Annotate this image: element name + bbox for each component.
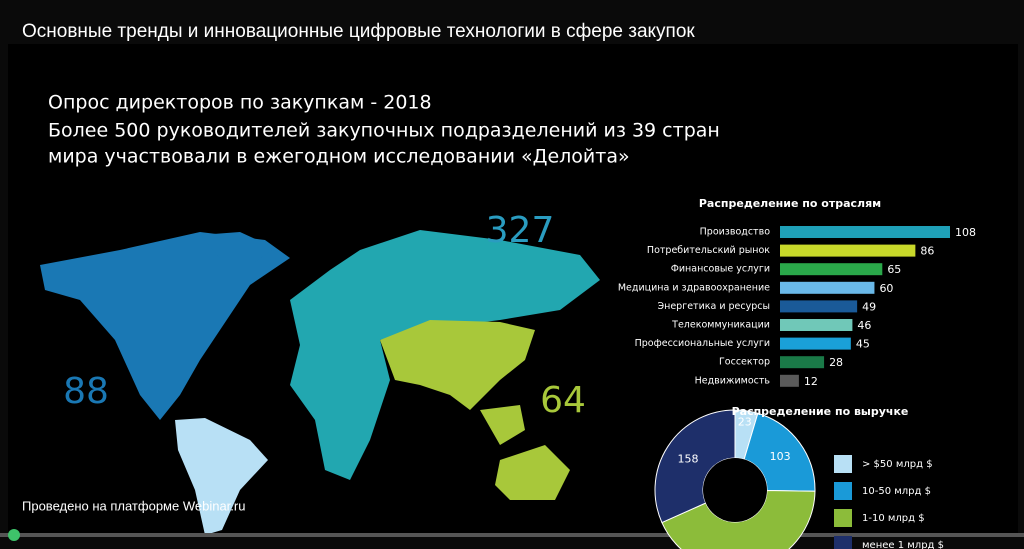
legend-swatch [834,482,852,500]
north-america [40,232,290,420]
bar-value: 60 [879,282,893,295]
south-america [175,418,268,535]
donut-value: 103 [770,450,791,463]
map-label: 64 [540,380,586,421]
progress-knob[interactable] [8,529,20,541]
legend-label: 1-10 млрд $ [862,513,925,524]
legend-label: > $50 млрд $ [862,459,933,470]
chart-title: Распределение по отраслям [699,197,881,210]
map-label: 327 [486,210,555,251]
slide-subtitle: Более 500 руководителей закупочных подра… [48,120,720,142]
legend-label: менее 1 млрд $ [862,540,944,549]
bar-value: 45 [856,338,870,351]
bar-label: Недвижимость [695,375,771,386]
bar [780,356,825,369]
progress-track[interactable] [0,533,1024,537]
oceania [480,405,570,500]
bar-label: Потребительский рынок [647,245,770,256]
slide-title: Опрос директоров по закупкам - 2018 [48,92,432,114]
bar [780,226,950,238]
legend-swatch [834,455,852,473]
donut-value: 158 [678,452,699,465]
chart-title: Распределение по выручке [732,405,909,418]
europe-africa [290,230,600,480]
bar-value: 108 [955,226,976,239]
legend-swatch [834,536,852,549]
map-label: 88 [63,371,109,412]
bar [780,263,883,276]
world-map [40,230,600,535]
bar [780,337,851,350]
bar-value: 12 [804,375,818,388]
bar [780,319,853,331]
bar [780,300,858,313]
bar [780,281,875,294]
bar-label: Госсектор [719,357,770,368]
greenland [200,232,275,262]
legend-label: 10-50 млрд $ [862,486,931,497]
donut-hole [703,458,767,522]
legend-swatch [834,509,852,527]
bar-value: 65 [887,263,901,276]
bar-label: Медицина и здравоохранение [618,282,770,293]
bar-label: Профессиональные услуги [635,338,770,349]
bar-label: Энергетика и ресурсы [657,301,770,312]
bar-value: 28 [829,356,843,369]
bar-label: Производство [700,227,771,238]
progress-bar[interactable] [0,529,1024,541]
bar-value: 86 [920,245,934,258]
asia [380,320,535,410]
slide-subtitle: мира участвовали в ежегодном исследовани… [48,146,630,168]
bar-value: 49 [862,300,876,313]
footer-text: Проведено на платформе Webinar.ru [22,498,245,513]
header-title: Основные тренды и инновационные цифровые… [22,21,695,42]
bar-label: Финансовые услуги [671,264,770,275]
bar-value: 46 [857,319,871,332]
donut-value: 23 [738,416,752,429]
bar [780,244,916,257]
bar [780,374,799,387]
bar-label: Телекоммуникации [671,320,770,331]
